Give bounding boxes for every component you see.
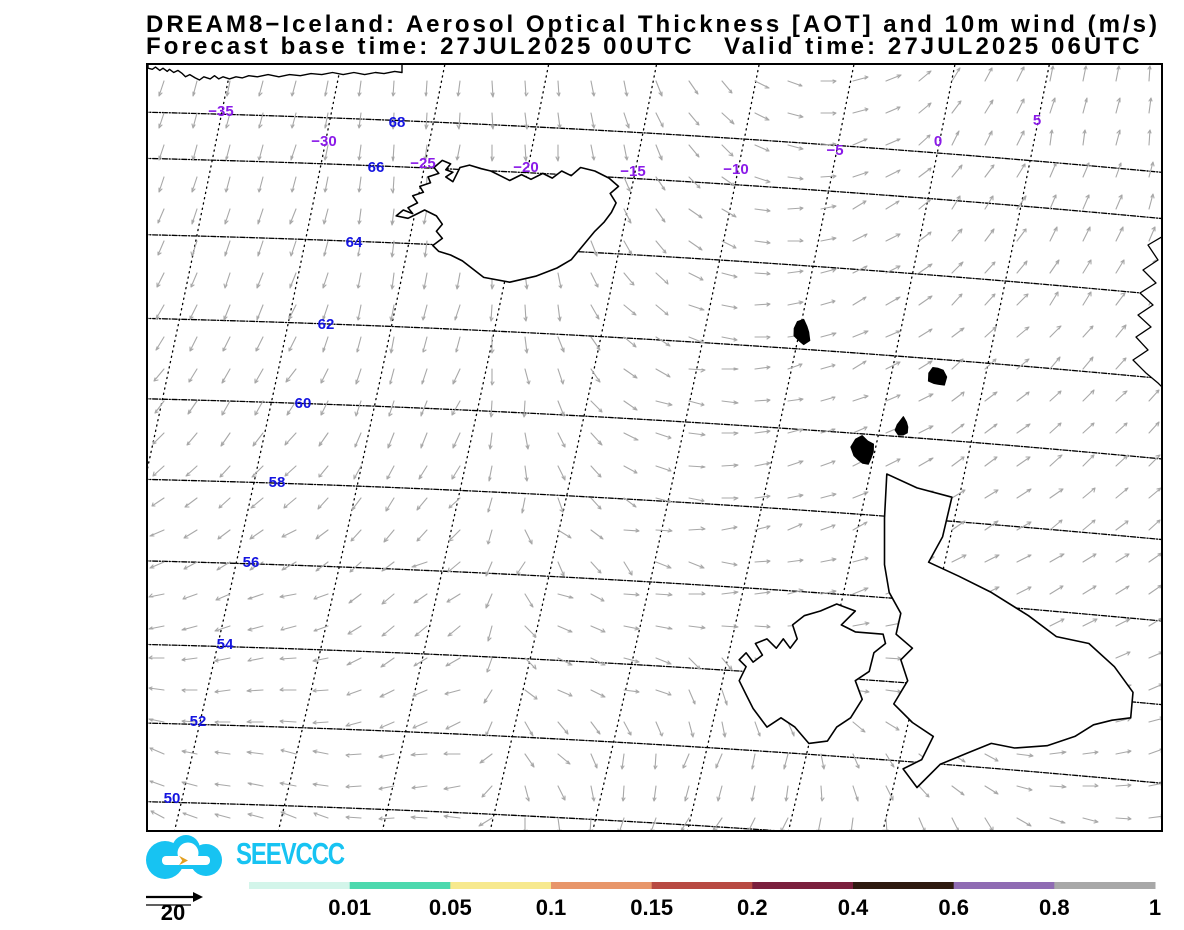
svg-text:20: 20 bbox=[161, 900, 185, 925]
svg-text:0.4: 0.4 bbox=[838, 895, 869, 920]
svg-text:66: 66 bbox=[368, 159, 385, 176]
svg-text:60: 60 bbox=[295, 395, 312, 412]
svg-text:0.05: 0.05 bbox=[429, 895, 472, 920]
svg-text:0.2: 0.2 bbox=[737, 895, 768, 920]
svg-text:54: 54 bbox=[217, 636, 234, 653]
svg-text:0: 0 bbox=[934, 133, 942, 150]
svg-text:−20: −20 bbox=[513, 159, 538, 176]
svg-text:1: 1 bbox=[1149, 895, 1161, 920]
svg-text:−35: −35 bbox=[208, 103, 233, 120]
svg-text:−30: −30 bbox=[311, 133, 336, 150]
svg-text:64: 64 bbox=[346, 234, 363, 251]
svg-text:58: 58 bbox=[269, 474, 286, 491]
svg-text:−15: −15 bbox=[620, 163, 645, 180]
svg-text:50: 50 bbox=[164, 790, 181, 807]
svg-text:0.01: 0.01 bbox=[328, 895, 371, 920]
svg-text:0.1: 0.1 bbox=[536, 895, 567, 920]
svg-text:0.8: 0.8 bbox=[1039, 895, 1070, 920]
svg-text:−5: −5 bbox=[826, 142, 843, 159]
svg-text:0.6: 0.6 bbox=[938, 895, 969, 920]
svg-text:0.15: 0.15 bbox=[630, 895, 673, 920]
svg-text:62: 62 bbox=[318, 316, 335, 333]
svg-text:68: 68 bbox=[389, 114, 406, 131]
svg-text:56: 56 bbox=[243, 554, 260, 571]
svg-text:−10: −10 bbox=[723, 161, 748, 178]
svg-text:−25: −25 bbox=[410, 155, 435, 172]
svg-text:52: 52 bbox=[190, 713, 207, 730]
svg-text:SEEVCCC: SEEVCCC bbox=[236, 836, 345, 871]
svg-text:5: 5 bbox=[1033, 112, 1041, 129]
